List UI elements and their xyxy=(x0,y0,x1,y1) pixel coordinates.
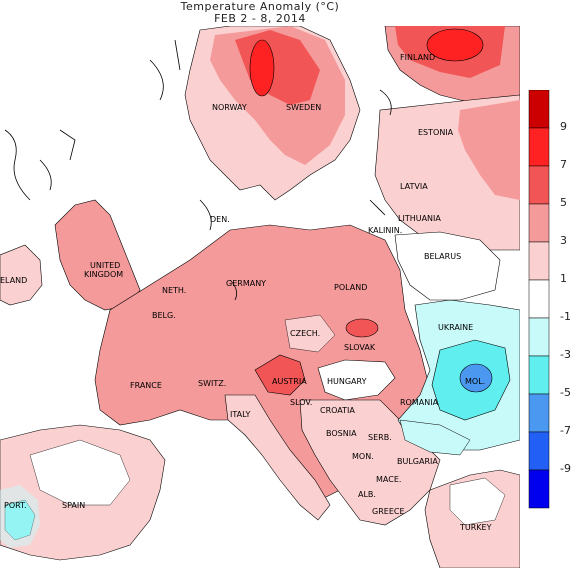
label-mon: MON. xyxy=(352,452,374,461)
label-kalinin: KALININ. xyxy=(368,226,402,235)
legend-swatch xyxy=(528,431,550,471)
label-neth: NETH. xyxy=(162,286,186,295)
ireland-region xyxy=(0,244,43,306)
uk-region xyxy=(54,199,141,311)
romania-cool xyxy=(399,419,471,456)
legend-swatch xyxy=(528,355,550,395)
moldova-cold xyxy=(459,363,493,393)
hungary-white xyxy=(317,359,396,401)
legend-swatch xyxy=(528,241,550,281)
legend-swatch xyxy=(528,469,550,509)
label-bulgaria: BULGARIA xyxy=(397,457,438,466)
legend-tick-label: 9 xyxy=(560,120,567,133)
color-legend xyxy=(528,90,550,509)
label-mace: MACE. xyxy=(376,475,401,484)
legend-swatch xyxy=(528,393,550,433)
belarus-white xyxy=(394,231,501,301)
turkey-white xyxy=(449,477,506,526)
label-romania: ROMANIA xyxy=(400,398,439,407)
label-belarus: BELARUS xyxy=(424,252,461,261)
czech-pale xyxy=(284,314,336,353)
legend-swatch xyxy=(528,203,550,243)
legend-swatch xyxy=(528,127,550,167)
label-den: DEN. xyxy=(210,215,230,224)
legend-swatch xyxy=(528,165,550,205)
portugal-cool xyxy=(0,485,40,548)
label-uk-1: UNITED xyxy=(90,261,120,270)
legend-swatch xyxy=(528,279,550,319)
label-germany: GERMANY xyxy=(226,279,266,288)
label-norway: NORWAY xyxy=(212,103,247,112)
label-greece: GREECE xyxy=(372,507,405,516)
legend-tick-label: -3 xyxy=(560,348,571,361)
label-czech: CZECH. xyxy=(290,329,320,338)
label-hungary: HUNGARY xyxy=(327,377,367,386)
label-italy: ITALY xyxy=(230,410,250,419)
label-sweden: SWEDEN xyxy=(286,103,321,112)
iberia-white xyxy=(29,439,131,506)
italy-region xyxy=(224,394,331,521)
finland-core xyxy=(426,28,484,62)
label-croatia: CROATIA xyxy=(320,406,355,415)
label-alb: ALB. xyxy=(358,490,376,499)
legend-tick-label: -7 xyxy=(560,424,571,437)
label-serb: SERB. xyxy=(368,433,392,442)
label-slov: SLOV. xyxy=(290,398,312,407)
label-estonia: ESTONIA xyxy=(418,128,454,137)
label-mol: MOL. xyxy=(465,377,485,386)
label-ireland: ELAND xyxy=(0,276,27,285)
map-title: Temperature Anomaly (°C) xyxy=(180,0,340,13)
label-belg: BELG. xyxy=(152,311,176,320)
legend-tick-label: -9 xyxy=(560,462,571,475)
legend-tick-label: 1 xyxy=(560,272,567,285)
label-latvia: LATVIA xyxy=(400,182,428,191)
label-spain: SPAIN xyxy=(62,501,85,510)
label-slovak: SLOVAK xyxy=(344,343,376,352)
legend-swatch xyxy=(528,317,550,357)
austria-hot xyxy=(254,354,306,396)
label-ukraine: UKRAINE xyxy=(438,323,473,332)
slovakia-hot xyxy=(345,318,379,338)
label-france: FRANCE xyxy=(130,381,162,390)
label-turkey: TURKEY xyxy=(459,523,492,532)
legend-swatch xyxy=(528,90,550,129)
label-poland: POLAND xyxy=(334,283,367,292)
map-subtitle: FEB 2 - 8, 2014 xyxy=(214,12,306,25)
label-lithuania: LITHUANIA xyxy=(398,214,441,223)
legend-tick-label: 7 xyxy=(560,158,567,171)
coastline xyxy=(4,39,392,301)
baltic-warm xyxy=(458,100,520,200)
legend-tick-label: 5 xyxy=(560,196,567,209)
anomaly-map: FINLAND NORWAY SWEDEN ESTONIA LATVIA LIT… xyxy=(0,26,520,568)
label-finland: FINLAND xyxy=(400,53,435,62)
legend-tick-label: -1 xyxy=(560,310,571,323)
label-uk-2: KINGDOM xyxy=(84,270,123,279)
label-port: PORT. xyxy=(4,501,27,510)
label-switz: SWITZ. xyxy=(198,379,226,388)
label-austria: AUSTRIA xyxy=(272,377,307,386)
label-bosnia: BOSNIA xyxy=(326,429,357,438)
norway-core xyxy=(249,39,275,97)
legend-tick-label: 3 xyxy=(560,234,567,247)
legend-tick-label: -5 xyxy=(560,386,571,399)
